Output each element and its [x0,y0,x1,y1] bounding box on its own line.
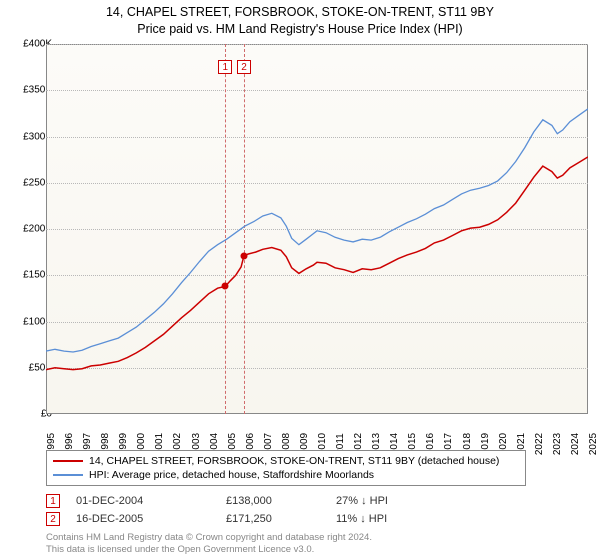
sale-pct: 11% ↓ HPI [336,513,426,525]
x-axis-label: 2023 [552,433,563,455]
title-line-1: 14, CHAPEL STREET, FORSBROOK, STOKE-ON-T… [0,4,600,21]
plot-area: 12 [46,44,588,414]
title-line-2: Price paid vs. HM Land Registry's House … [0,21,600,38]
chart-container: 14, CHAPEL STREET, FORSBROOK, STOKE-ON-T… [0,0,600,560]
footer-line-2: This data is licensed under the Open Gov… [46,544,372,556]
legend-row-hpi: HPI: Average price, detached house, Staf… [53,468,519,482]
x-axis-label: 2022 [534,433,545,455]
sales-table: 1 01-DEC-2004 £138,000 27% ↓ HPI 2 16-DE… [46,492,426,528]
sale-dot-icon [222,283,229,290]
legend-swatch-icon [53,460,83,462]
series-line-property [46,157,588,370]
legend-label: HPI: Average price, detached house, Staf… [89,469,374,481]
sale-marker-box: 2 [237,60,251,74]
sale-marker-box: 1 [218,60,232,74]
sale-dot-icon [241,252,248,259]
sale-row: 1 01-DEC-2004 £138,000 27% ↓ HPI [46,492,426,510]
sale-date: 01-DEC-2004 [76,495,226,507]
line-chart-svg [46,44,588,414]
legend: 14, CHAPEL STREET, FORSBROOK, STOKE-ON-T… [46,450,526,486]
sale-price: £171,250 [226,513,336,525]
sale-marker-icon: 2 [46,512,60,526]
sale-pct: 27% ↓ HPI [336,495,426,507]
x-axis-label: 2025 [588,433,599,455]
x-axis-label: 2024 [570,433,581,455]
sale-price: £138,000 [226,495,336,507]
sale-row: 2 16-DEC-2005 £171,250 11% ↓ HPI [46,510,426,528]
legend-label: 14, CHAPEL STREET, FORSBROOK, STOKE-ON-T… [89,455,499,467]
series-line-hpi [46,109,588,352]
sale-marker-icon: 1 [46,494,60,508]
footer: Contains HM Land Registry data © Crown c… [46,532,372,556]
x-axis-labels: 1995199619971998199920002001200220032004… [46,418,588,448]
legend-swatch-icon [53,474,83,476]
sale-date: 16-DEC-2005 [76,513,226,525]
footer-line-1: Contains HM Land Registry data © Crown c… [46,532,372,544]
title-block: 14, CHAPEL STREET, FORSBROOK, STOKE-ON-T… [0,0,600,38]
legend-row-property: 14, CHAPEL STREET, FORSBROOK, STOKE-ON-T… [53,454,519,468]
